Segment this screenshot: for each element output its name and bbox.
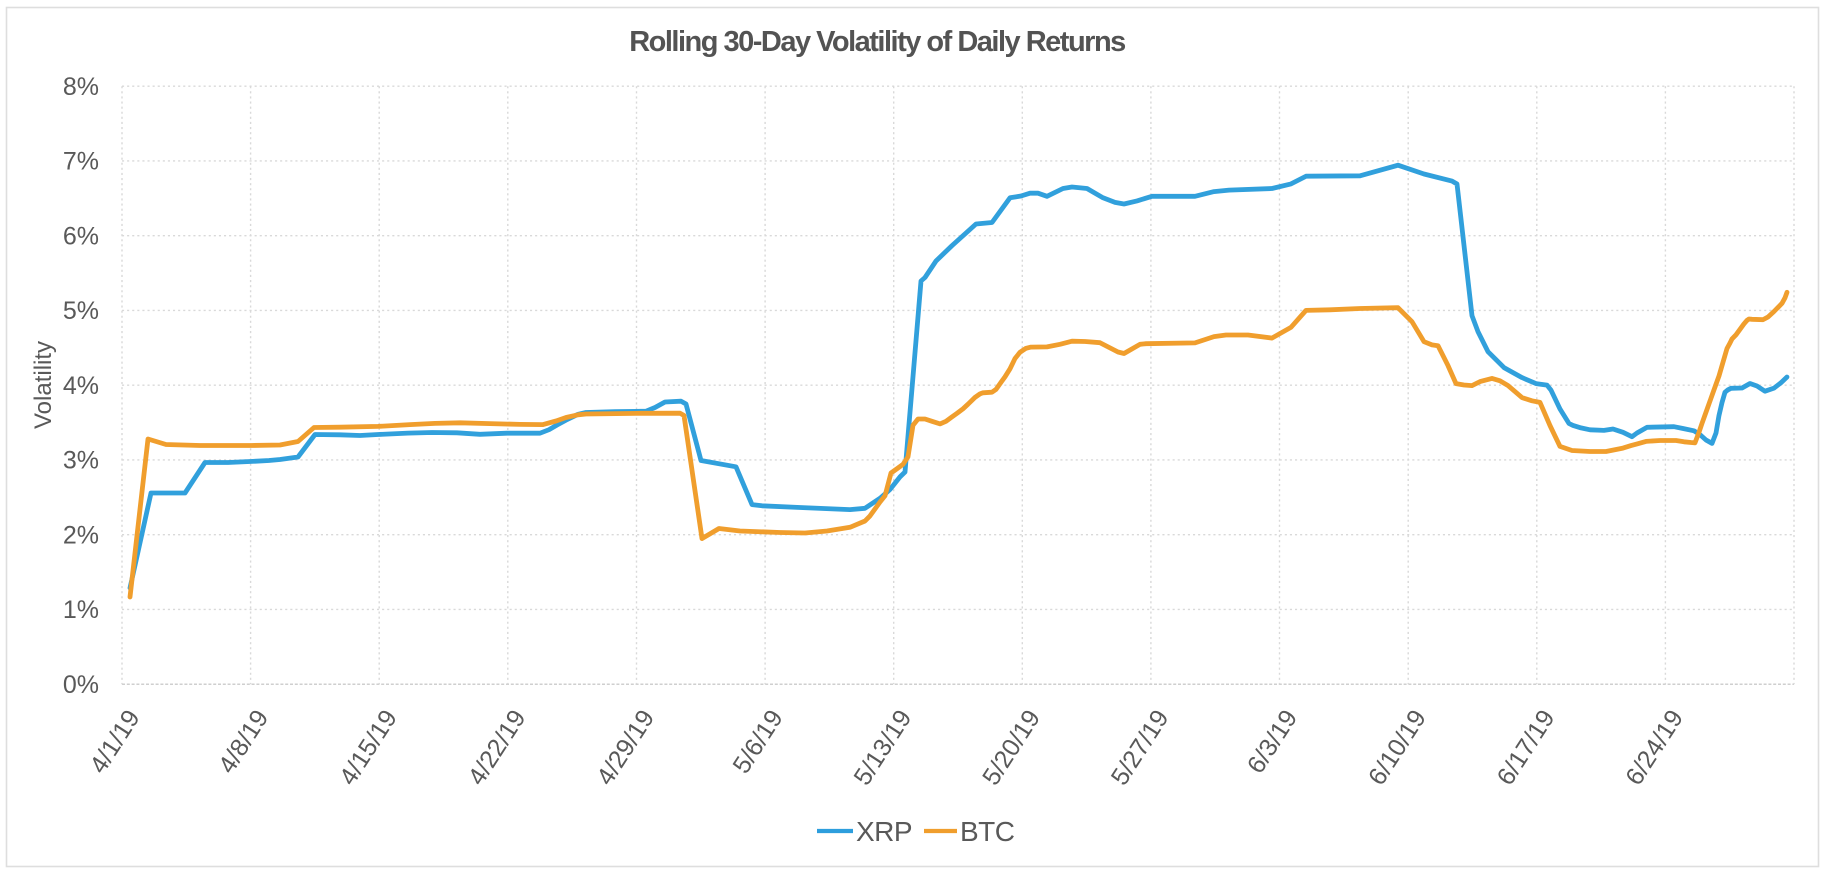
svg-text:Volatility: Volatility <box>30 341 57 429</box>
svg-text:6%: 6% <box>63 223 99 251</box>
svg-text:XRP: XRP <box>856 816 912 847</box>
svg-text:1%: 1% <box>63 596 99 624</box>
svg-text:Rolling 30-Day Volatility of D: Rolling 30-Day Volatility of Daily Retur… <box>629 26 1125 58</box>
svg-text:2%: 2% <box>63 522 99 550</box>
svg-text:4%: 4% <box>63 372 99 400</box>
svg-text:5%: 5% <box>63 297 99 325</box>
svg-text:7%: 7% <box>63 148 99 176</box>
svg-text:3%: 3% <box>63 447 99 475</box>
svg-text:BTC: BTC <box>960 816 1015 847</box>
svg-text:0%: 0% <box>63 671 99 699</box>
svg-text:8%: 8% <box>63 73 99 101</box>
